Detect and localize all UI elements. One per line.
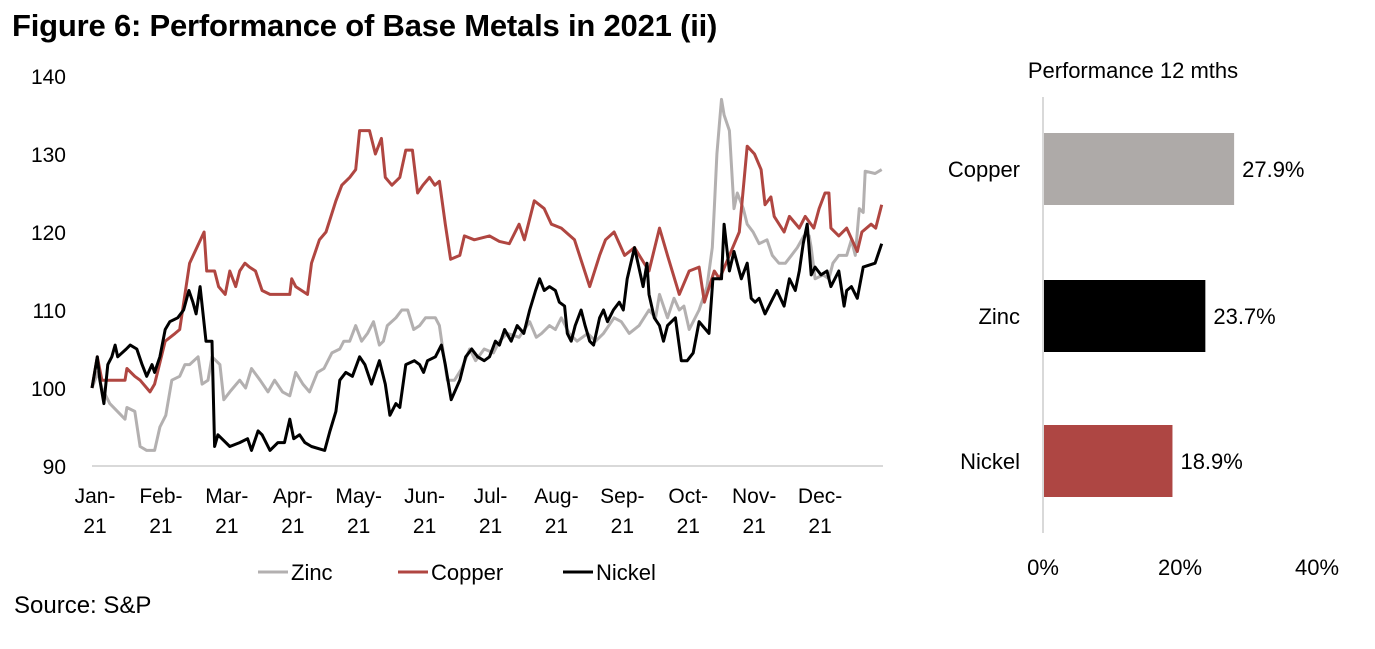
x-tick-label: 21 (215, 515, 238, 538)
y-tick-label: 110 (33, 300, 66, 323)
x-tick-label: Oct- (668, 485, 708, 508)
legend-label-nickel: Nickel (596, 560, 656, 585)
bar-nickel (1043, 425, 1173, 497)
x-tick-label: Feb- (139, 485, 182, 508)
x-tick-label: Dec- (798, 485, 842, 508)
bar-zinc (1043, 280, 1206, 352)
bar-chart-title: Performance 12 mths (1028, 58, 1238, 83)
series-line-nickel (90, 222, 884, 452)
bar-data-label: 23.7% (1213, 304, 1275, 329)
x-tick-label: 21 (479, 515, 502, 538)
bar-category-label: Copper (948, 157, 1020, 182)
x-tick-label: 21 (545, 515, 568, 538)
y-tick-label: 130 (31, 144, 66, 167)
x-tick-label: Jun- (404, 485, 445, 508)
y-tick-label: 90 (43, 456, 66, 479)
bar-copper (1043, 133, 1235, 205)
x-tick-label: 21 (347, 515, 370, 538)
x-tick-label: 21 (808, 515, 831, 538)
legend-label-copper: Copper (431, 560, 503, 585)
bar-data-label: 27.9% (1242, 157, 1304, 182)
bar-category-label: Zinc (978, 304, 1020, 329)
figure-title: Figure 6: Performance of Base Metals in … (12, 8, 718, 43)
x-tick-label: 21 (149, 515, 172, 538)
series-line-zinc (90, 97, 883, 452)
x-tick-label: Apr- (273, 485, 313, 508)
y-tick-label: 140 (31, 66, 66, 89)
x-tick-label: 21 (742, 515, 765, 538)
x-tick-label: 21 (281, 515, 304, 538)
x-tick-label: Jul- (474, 485, 508, 508)
x-tick-label: 21 (83, 515, 106, 538)
x-tick-label: Nov- (732, 485, 776, 508)
x-tick-label: 21 (611, 515, 634, 538)
series-line-copper (90, 129, 884, 394)
x-tick-label: 21 (677, 515, 700, 538)
bar-x-tick-label: 20% (1158, 555, 1202, 580)
bar-x-tick-label: 0% (1027, 555, 1059, 580)
source-note: Source: S&P (14, 592, 152, 619)
y-tick-label: 100 (31, 378, 66, 401)
x-tick-label: 21 (413, 515, 436, 538)
x-tick-label: Jan- (75, 485, 116, 508)
x-tick-label: Mar- (205, 485, 248, 508)
y-tick-label: 120 (31, 222, 66, 245)
bar-data-label: 18.9% (1180, 449, 1242, 474)
x-tick-label: May- (335, 485, 382, 508)
legend-label-zinc: Zinc (291, 560, 333, 585)
bar-x-tick-label: 40% (1295, 555, 1339, 580)
x-tick-label: Sep- (600, 485, 644, 508)
bar-category-label: Nickel (960, 449, 1020, 474)
x-tick-label: Aug- (534, 485, 578, 508)
